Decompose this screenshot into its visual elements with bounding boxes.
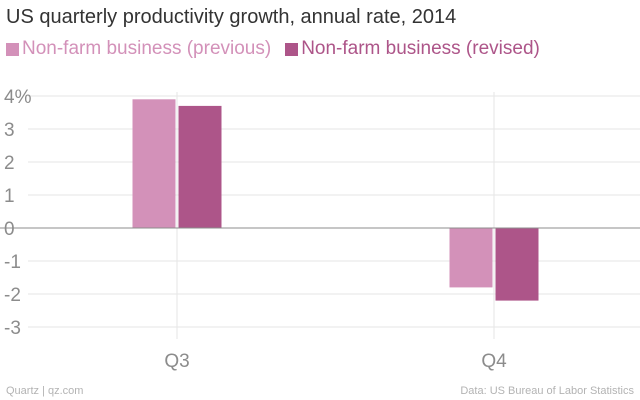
x-tick-label: Q4: [481, 351, 507, 372]
y-tick-label: -1: [4, 252, 21, 273]
x-tick-label: Q3: [164, 351, 189, 372]
chart-title: US quarterly productivity growth, annual…: [6, 6, 457, 28]
bar-revised-q4: [495, 228, 539, 301]
legend-item-revised: Non-farm business (revised): [285, 38, 540, 60]
legend-swatch-previous: [6, 42, 19, 56]
y-tick-label: 0: [4, 219, 15, 240]
legend-swatch-revised: [285, 42, 299, 56]
legend: Non-farm business (previous) Non-farm bu…: [6, 38, 554, 60]
footer-source: Data: US Bureau of Labor Statistics: [460, 385, 634, 397]
y-tick-label: 2: [4, 153, 15, 174]
legend-label-revised: Non-farm business (revised): [301, 38, 540, 59]
bar-previous-q3: [132, 99, 176, 228]
legend-item-previous: Non-farm business (previous): [6, 38, 271, 60]
bar-revised-q3: [178, 105, 222, 228]
y-tick-label: -2: [4, 285, 21, 306]
y-tick-label: 3: [4, 120, 15, 141]
footer-credit: Quartz | qz.com: [6, 385, 84, 397]
legend-label-previous: Non-farm business (previous): [22, 38, 272, 59]
y-tick-label: -3: [4, 318, 21, 339]
y-tick-label: 1: [4, 186, 15, 207]
y-tick-label: 4%: [4, 87, 32, 108]
bar-previous-q4: [449, 228, 493, 288]
